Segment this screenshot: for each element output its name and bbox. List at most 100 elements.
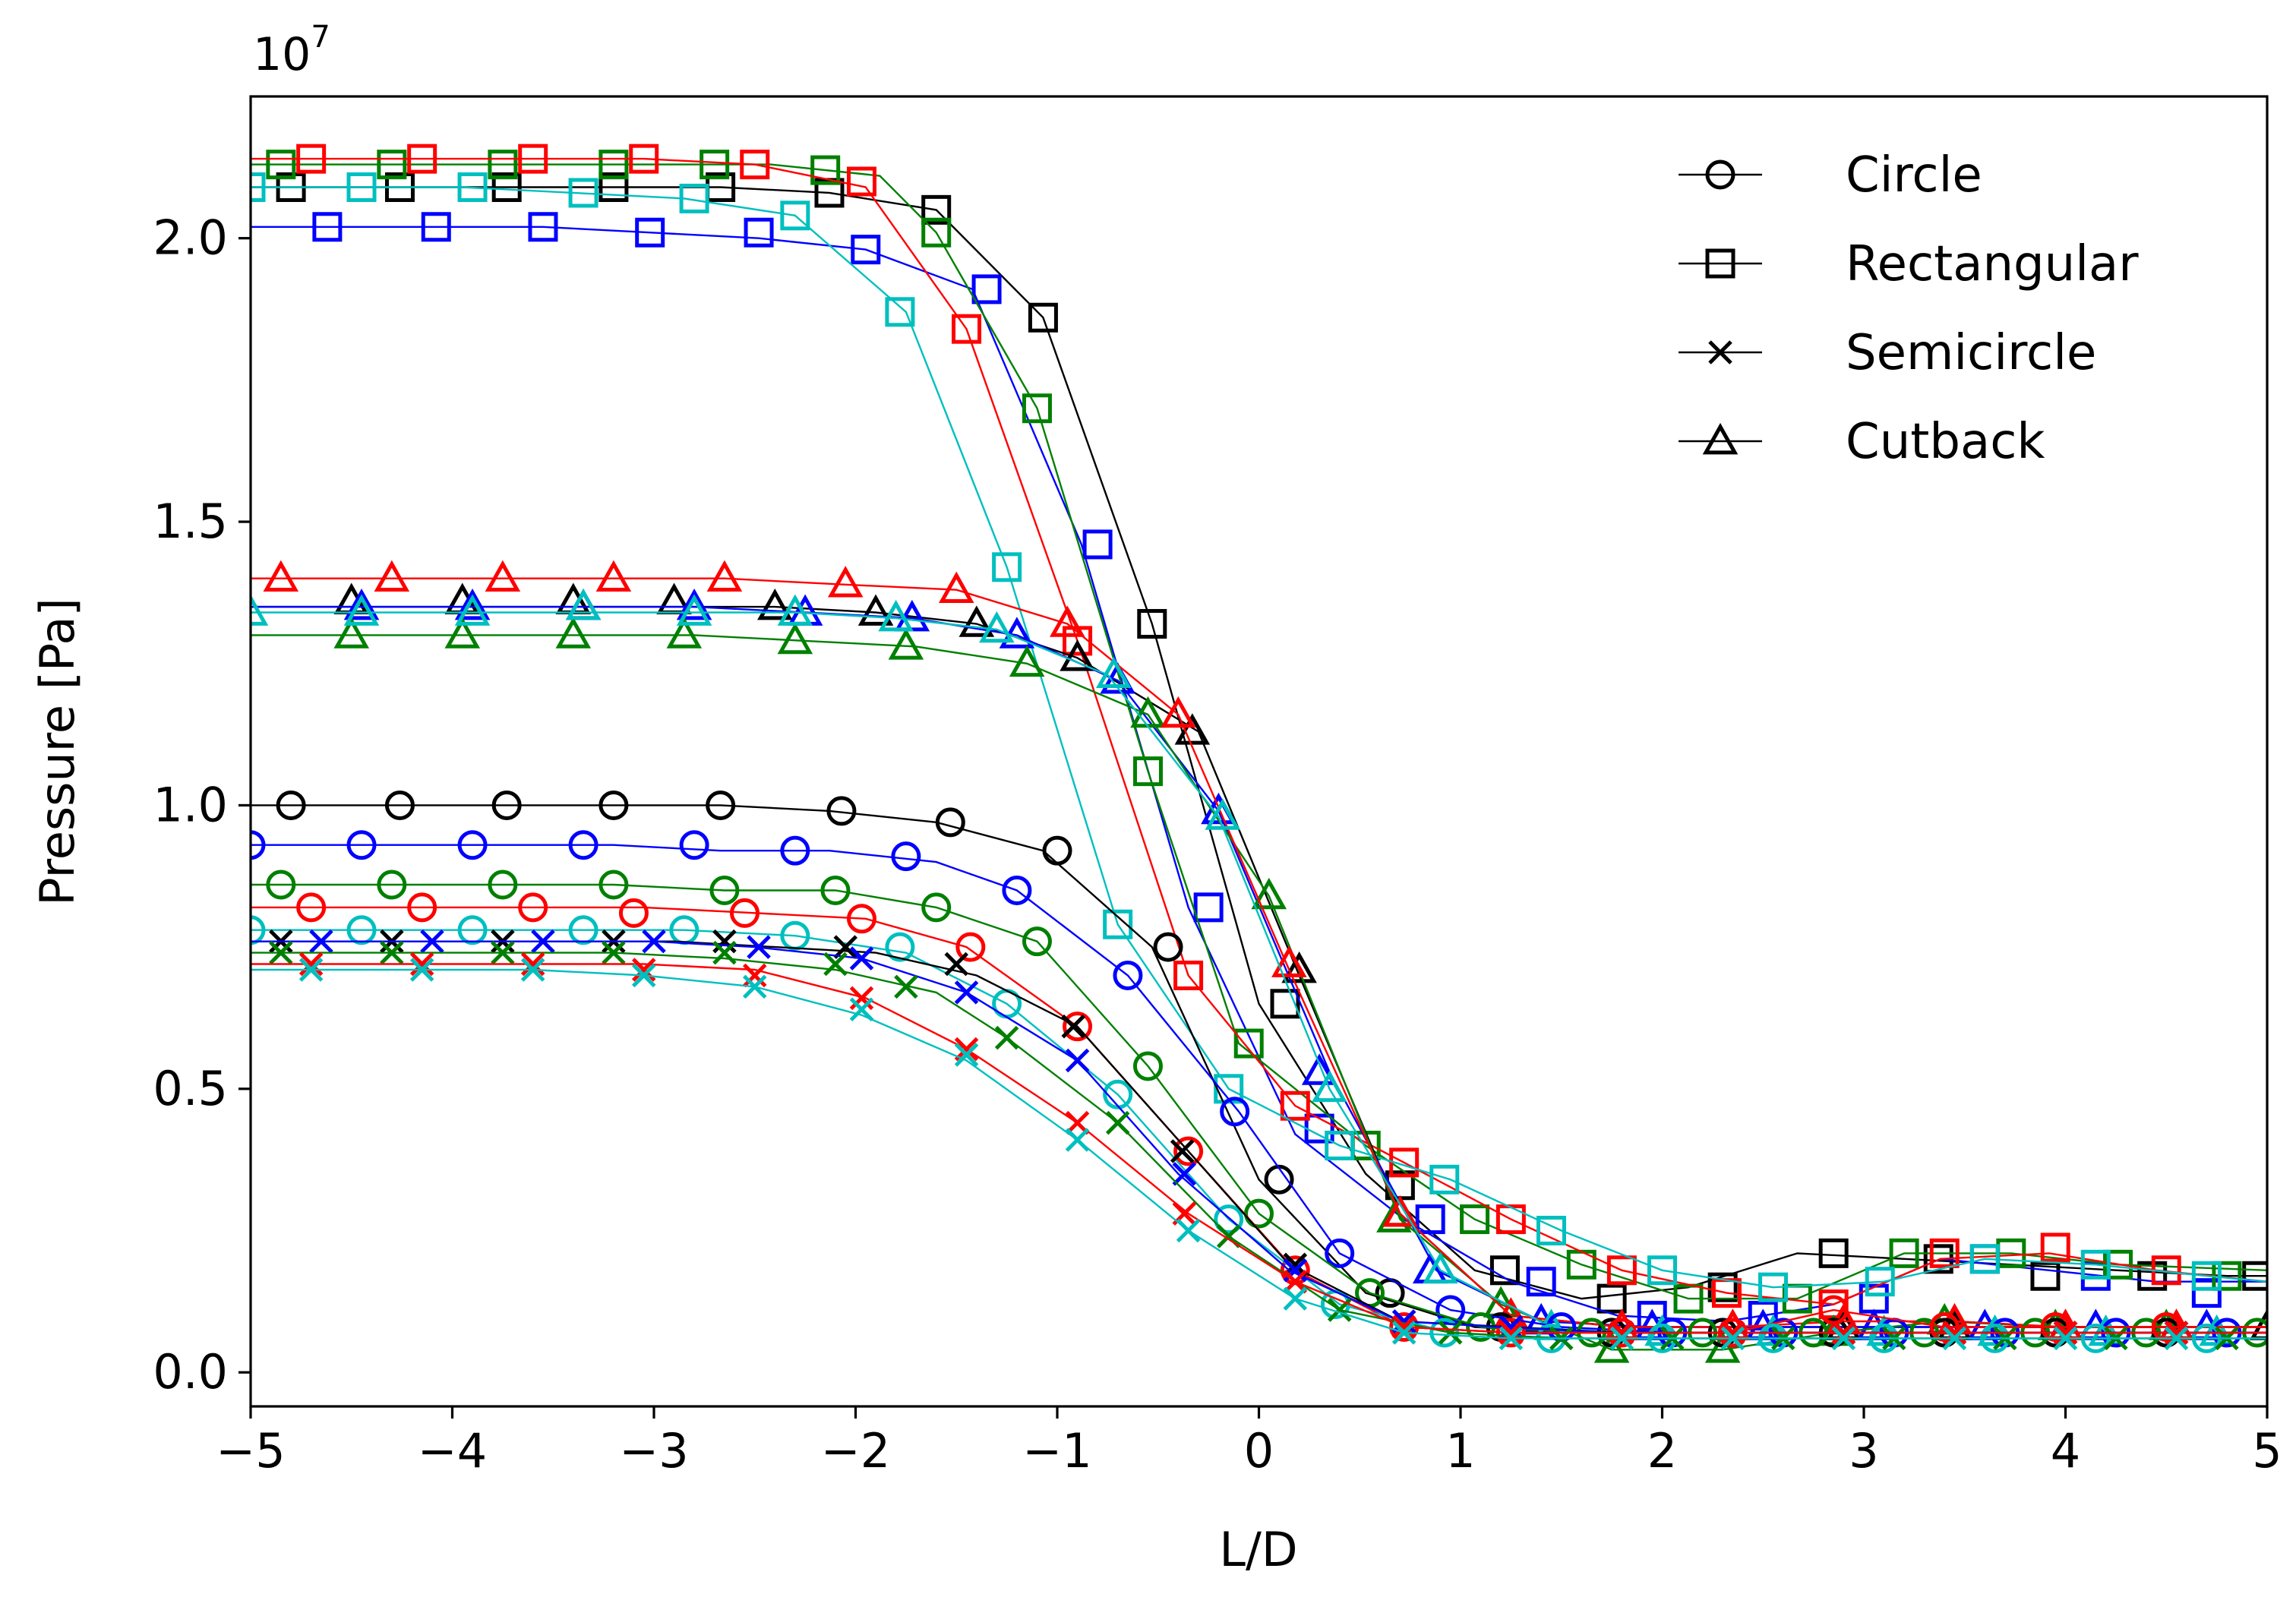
legend-marker xyxy=(1705,248,1735,279)
x-axis: −5 −4 −3 −2 −1 0 1 2 3 4 5 xyxy=(216,1406,2282,1479)
data-point xyxy=(409,952,434,977)
legend-item-semicircle: Semicircle xyxy=(1679,325,2096,381)
data-point xyxy=(1673,1283,1704,1314)
data-point xyxy=(747,935,771,959)
x-tick-label: −4 xyxy=(418,1423,487,1479)
series-line xyxy=(251,968,2267,1340)
y-axis: 0.0 0.5 1.0 1.5 2.0 xyxy=(153,210,251,1400)
data-point xyxy=(679,830,709,860)
data-point xyxy=(1526,1267,1556,1297)
data-point xyxy=(1096,656,1132,689)
x-tick-label: −3 xyxy=(619,1423,688,1479)
data-point xyxy=(1283,1252,1308,1277)
data-point xyxy=(312,212,343,242)
data-point xyxy=(1889,1238,1919,1268)
data-point xyxy=(1866,1314,1902,1346)
data-point xyxy=(1495,1204,1526,1235)
data-point xyxy=(1969,1244,2000,1274)
data-point xyxy=(1050,605,1085,637)
data-point xyxy=(1281,951,1317,983)
data-point xyxy=(1132,1051,1163,1081)
data-point xyxy=(810,155,841,185)
data-point xyxy=(1831,1321,1856,1345)
data-point xyxy=(384,790,415,820)
data-point xyxy=(491,172,522,202)
data-point xyxy=(251,830,266,860)
data-point xyxy=(1009,645,1045,677)
series-rectangular-4 xyxy=(251,172,2267,1302)
data-point xyxy=(846,166,876,197)
data-point xyxy=(1499,1321,1524,1345)
data-point xyxy=(729,898,760,928)
data-point xyxy=(1831,1326,1856,1351)
data-point xyxy=(1977,1314,2013,1346)
data-point xyxy=(263,560,299,592)
data-point xyxy=(598,870,629,900)
data-point xyxy=(1606,1255,1637,1286)
data-point xyxy=(2242,1261,2267,1291)
x-tick-label: −5 xyxy=(216,1423,285,1479)
data-point xyxy=(1720,1321,1745,1345)
data-point xyxy=(343,588,380,620)
data-point xyxy=(518,144,548,174)
data-point xyxy=(1389,1147,1420,1178)
data-point xyxy=(420,929,444,954)
data-point xyxy=(1707,1272,1738,1302)
data-point xyxy=(1170,1139,1195,1163)
data-point xyxy=(1865,1267,1895,1297)
data-point xyxy=(1376,1201,1412,1232)
data-point xyxy=(520,958,545,982)
data-point xyxy=(520,952,545,977)
data-point xyxy=(780,200,810,231)
data-point xyxy=(635,217,665,248)
data-point xyxy=(457,830,488,860)
x-tick-label: 2 xyxy=(1647,1423,1677,1479)
data-point xyxy=(676,594,712,626)
data-point xyxy=(820,875,851,905)
data-point xyxy=(380,940,404,965)
data-point xyxy=(857,594,894,626)
data-point xyxy=(1596,1283,1627,1314)
data-point xyxy=(700,150,730,180)
data-point xyxy=(269,940,293,965)
data-point xyxy=(954,980,979,1005)
legend-item-cutback: Cutback xyxy=(1679,414,2045,470)
data-point xyxy=(833,935,857,959)
data-point xyxy=(1065,1110,1090,1135)
data-point xyxy=(568,178,598,208)
series-semicircle-19 xyxy=(251,958,2267,1351)
data-point xyxy=(849,986,874,1011)
data-point xyxy=(1137,608,1167,639)
data-point xyxy=(823,952,848,977)
data-point xyxy=(2191,1261,2222,1291)
data-point xyxy=(780,835,810,866)
data-point xyxy=(706,560,743,592)
data-point xyxy=(1193,892,1224,923)
data-point xyxy=(846,904,876,934)
data-point xyxy=(959,605,995,637)
legend-label: Cutback xyxy=(1846,414,2045,470)
data-point xyxy=(1929,1238,1960,1268)
data-point xyxy=(1609,1321,1634,1345)
data-point xyxy=(251,172,266,202)
y-multiplier: 107 xyxy=(253,20,330,81)
data-point xyxy=(595,560,632,592)
data-point xyxy=(629,144,659,174)
legend: Circle Rectangular Semicircle Cutback xyxy=(1679,147,2139,470)
data-point xyxy=(1391,1309,1416,1333)
data-point xyxy=(2080,1249,2111,1280)
data-point xyxy=(1438,1321,1463,1345)
series-semicircle-18 xyxy=(251,952,2267,1345)
x-tick-label: 1 xyxy=(1445,1423,1475,1479)
data-point xyxy=(1423,1251,1458,1284)
data-point xyxy=(1301,1053,1337,1085)
data-point xyxy=(568,830,598,860)
x-tick-label: 0 xyxy=(1244,1423,1274,1479)
data-point xyxy=(598,172,629,202)
data-point xyxy=(1042,835,1072,866)
data-point xyxy=(618,898,649,928)
data-point xyxy=(488,150,518,180)
data-point xyxy=(2191,1278,2222,1308)
series-line xyxy=(251,157,2267,1305)
data-point xyxy=(1271,945,1307,977)
